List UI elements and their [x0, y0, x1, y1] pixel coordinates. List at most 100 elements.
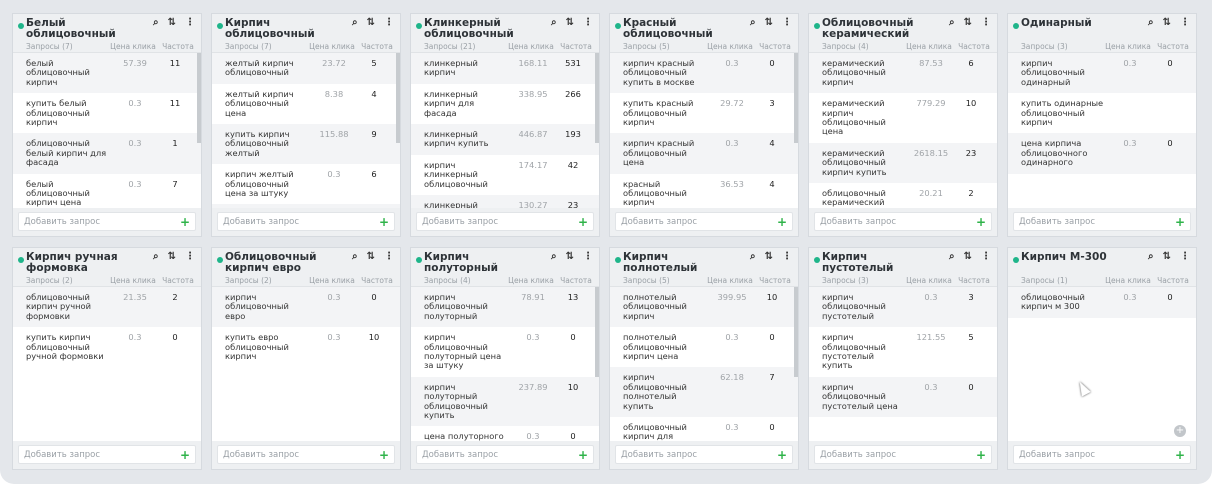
plus-icon[interactable]: + [776, 214, 787, 229]
query-row[interactable]: кирпич красный облицовочный купить в мос… [610, 53, 798, 94]
search-icon[interactable]: ⌕ [352, 251, 358, 262]
query-row[interactable]: клинкерный кирпич 168.11 531 [411, 53, 599, 84]
add-query-input[interactable]: Добавить запрос + [1013, 445, 1191, 464]
add-query-input[interactable]: Добавить запрос + [615, 212, 793, 231]
sort-icon[interactable]: ⇅ [963, 17, 972, 28]
query-row[interactable]: кирпич облицовочный полнотелый купить 62… [610, 367, 798, 418]
sort-icon[interactable]: ⇅ [1162, 251, 1171, 262]
col-frequency[interactable]: Частота [560, 42, 592, 51]
group-title[interactable]: Красный облицовочный [623, 17, 713, 40]
scrollbar[interactable] [794, 287, 798, 377]
col-frequency[interactable]: Частота [361, 42, 393, 51]
query-row[interactable]: кирпич облицовочный полуторный 78.91 13 [411, 287, 599, 328]
add-query-input[interactable]: Добавить запрос + [416, 212, 594, 231]
scrollbar[interactable] [197, 53, 201, 143]
plus-icon[interactable]: + [975, 447, 986, 462]
col-frequency[interactable]: Частота [958, 42, 990, 51]
query-row[interactable]: белый облицовочный кирпич 57.39 11 [13, 53, 201, 94]
query-row[interactable]: желтый кирпич облицовочный 23.72 5 [212, 53, 400, 84]
query-row[interactable]: кирпич красный облицовочный цена 0.3 4 [610, 133, 798, 174]
col-price[interactable]: Цена клика [508, 276, 554, 285]
query-row[interactable]: купить кирпич облицовочный ручной формов… [13, 327, 201, 367]
query-row[interactable]: кирпич облицовочный одинарный 0.3 0 [1008, 53, 1196, 94]
query-row[interactable]: облицовочный кирпич для фасада полнотелы… [610, 417, 798, 441]
search-icon[interactable]: ⌕ [352, 17, 358, 28]
sort-icon[interactable]: ⇅ [167, 17, 176, 28]
group-title[interactable]: Облицовочный кирпич евро [225, 251, 317, 274]
more-vertical-icon[interactable]: ⋮ [583, 17, 593, 28]
group-title[interactable]: Облицовочный керамический [822, 17, 914, 40]
query-row[interactable]: керамический кирпич облицовочный цена 77… [809, 93, 997, 143]
scrollbar[interactable] [794, 53, 798, 143]
query-row[interactable]: цена кирпича облицовочного одинарного 0.… [1008, 133, 1196, 174]
query-row[interactable]: облицовочный кирпич ручной формовки 21.3… [13, 287, 201, 328]
group-title[interactable]: Кирпич облицовочный [225, 17, 315, 40]
group-title[interactable]: Кирпич М-300 [1021, 251, 1107, 263]
group-title[interactable]: Кирпич ручная формовка [26, 251, 118, 274]
plus-icon[interactable]: + [975, 214, 986, 229]
group-title[interactable]: Клинкерный облицовочный [424, 17, 514, 40]
sort-icon[interactable]: ⇅ [764, 251, 773, 262]
add-query-input[interactable]: Добавить запрос + [217, 212, 395, 231]
group-title[interactable]: Кирпич полуторный [424, 251, 498, 274]
sort-icon[interactable]: ⇅ [366, 17, 375, 28]
search-icon[interactable]: ⌕ [153, 251, 159, 262]
col-price[interactable]: Цена клика [309, 276, 355, 285]
query-row[interactable]: облицовочный белый кирпич для фасада 0.3… [13, 133, 201, 174]
more-vertical-icon[interactable]: ⋮ [384, 17, 394, 28]
query-row[interactable]: кирпич полуторный облицовочный купить 23… [411, 376, 599, 427]
col-frequency[interactable]: Частота [759, 42, 791, 51]
col-frequency[interactable]: Частота [759, 276, 791, 285]
search-icon[interactable]: ⌕ [750, 251, 756, 262]
query-row[interactable]: цена полуторного кирпича облицовочного 0… [411, 426, 599, 441]
query-row[interactable]: керамический облицовочный кирпич 87.53 6 [809, 53, 997, 94]
search-icon[interactable]: ⌕ [153, 17, 159, 28]
query-row[interactable]: кирпич облицовочный пустотелый 0.3 3 [809, 287, 997, 328]
more-vertical-icon[interactable]: ⋮ [1180, 251, 1190, 262]
scrollbar[interactable] [396, 53, 400, 143]
search-icon[interactable]: ⌕ [949, 251, 955, 262]
drag-handle-icon[interactable]: + [1174, 425, 1186, 437]
col-price[interactable]: Цена клика [906, 276, 952, 285]
queries-count[interactable]: Запросы (1) [1021, 276, 1068, 285]
query-row[interactable]: клинкерный кирпич цена 130.27 23 [411, 195, 599, 208]
search-icon[interactable]: ⌕ [551, 17, 557, 28]
group-title[interactable]: Кирпич полнотелый [623, 251, 698, 274]
scrollbar[interactable] [595, 287, 599, 377]
search-icon[interactable]: ⌕ [1148, 17, 1154, 28]
col-price[interactable]: Цена клика [906, 42, 952, 51]
more-vertical-icon[interactable]: ⋮ [384, 251, 394, 262]
sort-icon[interactable]: ⇅ [366, 251, 375, 262]
col-price[interactable]: Цена клика [1105, 276, 1151, 285]
plus-icon[interactable]: + [1174, 447, 1185, 462]
plus-icon[interactable]: + [577, 214, 588, 229]
more-vertical-icon[interactable]: ⋮ [185, 251, 195, 262]
search-icon[interactable]: ⌕ [1148, 251, 1154, 262]
col-frequency[interactable]: Частота [560, 276, 592, 285]
query-row[interactable]: кирпич желтый облицовочный цена за штуку… [212, 164, 400, 204]
add-query-input[interactable]: Добавить запрос + [615, 445, 793, 464]
more-vertical-icon[interactable]: ⋮ [981, 17, 991, 28]
col-price[interactable]: Цена клика [110, 42, 156, 51]
queries-count[interactable]: Запросы (7) [26, 42, 73, 51]
query-row[interactable]: полнотелый облицовочный кирпич 399.95 10 [610, 287, 798, 328]
query-row[interactable]: купить красный облицовочный кирпич 29.72… [610, 93, 798, 133]
plus-icon[interactable]: + [179, 214, 190, 229]
query-row[interactable]: облицовочный кирпич желтого 0.3 0 [212, 204, 400, 208]
group-title[interactable]: Одинарный [1021, 17, 1092, 29]
query-row[interactable]: белый облицовочный кирпич цена 0.3 7 [13, 174, 201, 208]
col-price[interactable]: Цена клика [508, 42, 554, 51]
queries-count[interactable]: Запросы (4) [424, 276, 471, 285]
col-frequency[interactable]: Частота [162, 42, 194, 51]
col-price[interactable]: Цена клика [707, 42, 753, 51]
add-query-input[interactable]: Добавить запрос + [18, 445, 196, 464]
col-frequency[interactable]: Частота [361, 276, 393, 285]
col-price[interactable]: Цена клика [707, 276, 753, 285]
sort-icon[interactable]: ⇅ [565, 251, 574, 262]
query-row[interactable]: клинкерный кирпич для фасада 338.95 266 [411, 84, 599, 124]
query-row[interactable]: кирпич облицовочный евро 0.3 0 [212, 287, 400, 328]
col-price[interactable]: Цена клика [309, 42, 355, 51]
more-vertical-icon[interactable]: ⋮ [782, 17, 792, 28]
search-icon[interactable]: ⌕ [949, 17, 955, 28]
query-row[interactable]: кирпич облицовочный пустотелый купить 12… [809, 327, 997, 377]
